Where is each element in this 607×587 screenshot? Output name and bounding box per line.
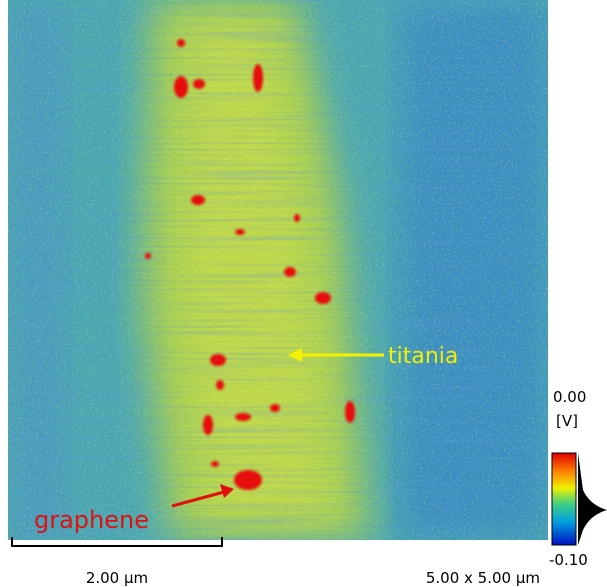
scan-size: 5.00 x 5.00 µm [426,569,540,587]
titania-annotation: titania [288,344,458,369]
annotation-label: titania [388,344,458,369]
colorbar-min: -0.10 [549,551,588,569]
colorbar-unit: [V] [556,412,578,430]
colorbar: 0.00 [V] -0.10 [549,388,607,569]
kpfm-image [8,0,548,540]
scale-bar: 2.00 µm [11,537,223,587]
scale-bar-label: 2.00 µm [86,569,148,587]
colorbar-max: 0.00 [553,388,586,406]
annotation-label: graphene [34,506,149,534]
graphene-annotation: graphene [34,484,234,534]
